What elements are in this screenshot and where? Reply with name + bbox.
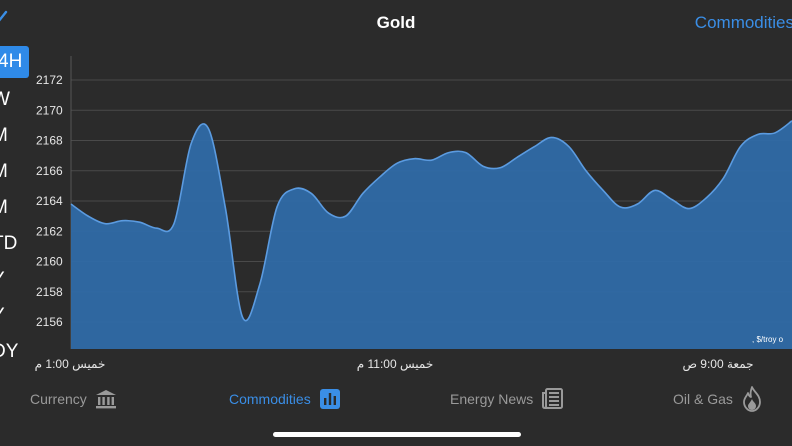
tab-label: Currency (30, 391, 87, 407)
price-line (70, 120, 792, 322)
range-item[interactable]: Y (0, 300, 29, 332)
range-item[interactable]: TD (0, 233, 18, 254)
range-item[interactable]: DY (0, 341, 19, 362)
x-tick-label: خميس 11:00 م (357, 357, 434, 372)
price-chart[interactable]: 2156 2158 2160 2162 2164 2166 2168 2170 2172 خميس… (0, 46, 792, 376)
range-item[interactable]: M (0, 156, 29, 188)
commodities-nav-button[interactable]: Commodities (694, 13, 792, 32)
bank-icon (95, 390, 116, 409)
unit-label: , $/troy o (752, 335, 784, 344)
y-tick-label: 2156 (36, 315, 63, 329)
tab-bar: Currency Commodities Energy News (0, 380, 792, 420)
y-tick-label: 2170 (36, 103, 63, 117)
range-item[interactable]: M (0, 192, 29, 224)
price-area (71, 120, 792, 350)
tab-label: Commodities (229, 391, 311, 407)
y-tick-label: 2172 (36, 73, 63, 87)
range-item[interactable]: W (0, 89, 10, 110)
price-chart-svg: 2156 2158 2160 2162 2164 2166 2168 2170 2172 خميس… (35, 56, 792, 372)
x-tick-label: خميس 1:00 م (35, 357, 106, 372)
newspaper-icon (542, 388, 564, 409)
flame-icon (743, 386, 761, 412)
page-title: Gold (376, 13, 416, 32)
tab-commodities[interactable]: Commodities (229, 386, 341, 412)
chevron-left-icon[interactable] (0, 8, 14, 32)
range-item[interactable]: 4H (0, 46, 29, 78)
tab-label: Oil & Gas (673, 391, 733, 407)
tab-energy-news[interactable]: Energy News (450, 386, 564, 412)
y-tick-label: 2160 (36, 255, 63, 269)
y-tick-label: 2166 (36, 164, 63, 178)
y-tick-label: 2162 (36, 224, 63, 238)
home-indicator (273, 432, 521, 437)
x-tick-label: جمعة 9:00 ص (682, 357, 753, 372)
bar-chart-icon (319, 389, 340, 409)
nav-header: Gold Commodities (0, 0, 792, 46)
tab-oil-gas[interactable]: Oil & Gas (673, 386, 763, 412)
y-tick-label: 2158 (36, 285, 63, 299)
tab-currency[interactable]: Currency (30, 386, 117, 412)
range-item[interactable]: Y (0, 264, 29, 296)
range-item[interactable]: M (0, 120, 29, 152)
tab-label: Energy News (450, 391, 534, 407)
y-tick-label: 2164 (36, 194, 63, 208)
y-tick-label: 2168 (36, 134, 63, 148)
